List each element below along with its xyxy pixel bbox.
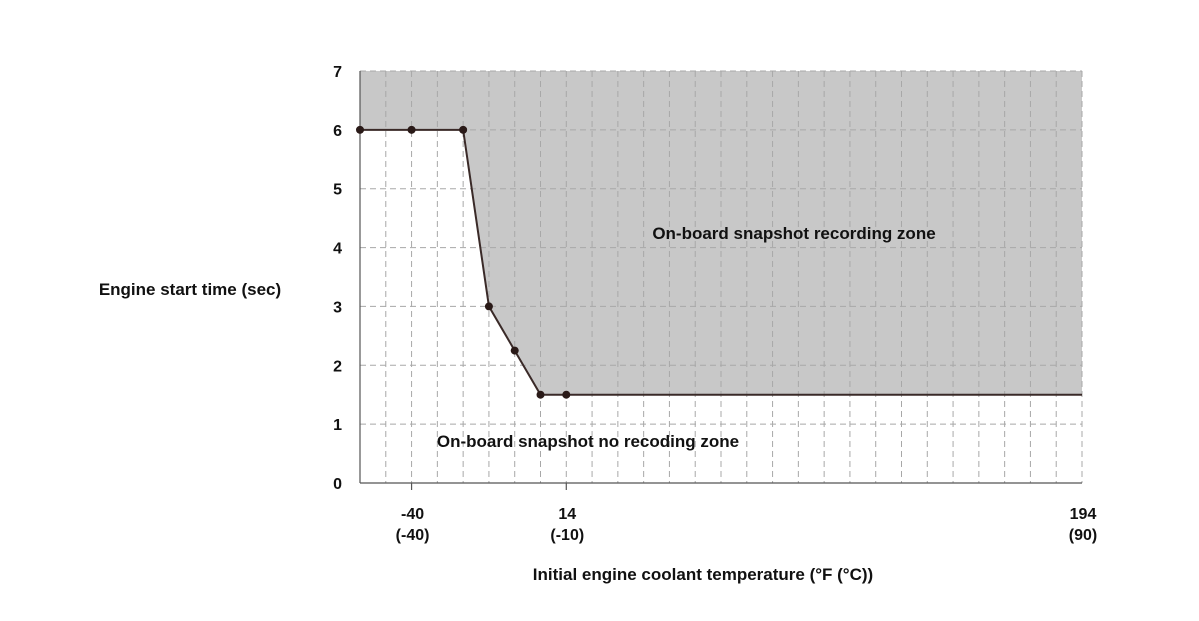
y-tick-label: 0 [333, 476, 342, 493]
threshold-polyline [360, 128, 1082, 396]
data-point [459, 125, 468, 134]
data-point [484, 302, 493, 311]
y-tick-label: 6 [333, 123, 342, 140]
x-tick-label-celsius: (-10) [550, 527, 584, 544]
threshold-line [360, 128, 1082, 396]
x-axis-label: Initial engine coolant temperature (°F (… [533, 565, 873, 584]
x-tick-label: -40 [401, 506, 424, 523]
y-tick-label: 5 [333, 182, 342, 199]
x-tick-label-celsius: (-40) [396, 527, 430, 544]
x-tick-labels: -40 (-40) 14 (-10) 194 (90) [396, 506, 1098, 544]
threshold-markers [356, 125, 571, 399]
data-point [407, 125, 416, 134]
y-tick-labels: 0 1 2 3 4 5 6 7 [333, 64, 342, 493]
y-tick-label: 4 [333, 241, 342, 258]
upper-zone-annotation: On-board snapshot recording zone [652, 224, 935, 243]
y-tick-label: 3 [333, 299, 342, 316]
x-tick-label: 194 [1070, 506, 1097, 523]
y-tick-label: 2 [333, 358, 342, 375]
lower-zone-annotation: On-board snapshot no recoding zone [437, 432, 739, 451]
y-tick-label: 7 [333, 64, 342, 81]
y-axis-label: Engine start time (sec) [99, 280, 281, 299]
axes [359, 71, 1082, 490]
x-tick-label-celsius: (90) [1069, 527, 1097, 544]
x-tick-label: 14 [558, 506, 576, 523]
data-point [562, 390, 571, 399]
data-point [536, 390, 545, 399]
grid [360, 70, 1083, 483]
data-point [356, 125, 364, 134]
data-point [510, 346, 519, 355]
y-tick-label: 1 [333, 417, 342, 434]
